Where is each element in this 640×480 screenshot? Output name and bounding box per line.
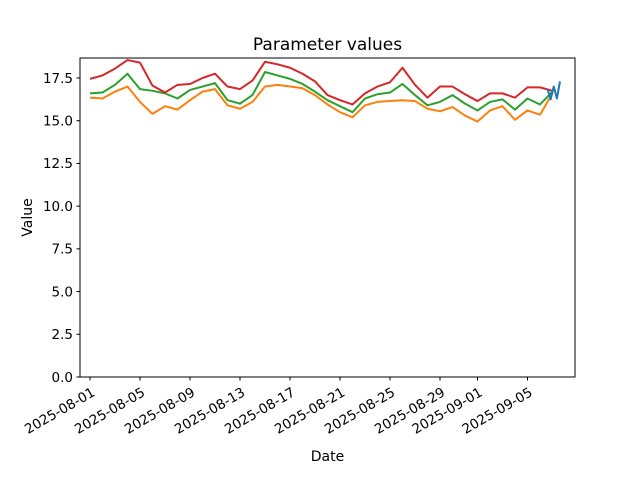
chart-title: Parameter values: [253, 35, 402, 55]
y-tick-label: 2.5: [52, 327, 73, 343]
axes-background: [80, 58, 575, 377]
axes-spines: [79, 57, 576, 378]
y-tick-label: 10.0: [43, 199, 73, 215]
data-series-lines: [89, 59, 561, 123]
y-axis-label: Value: [20, 198, 36, 236]
y-tick-label: 17.5: [43, 71, 73, 87]
y-tick-label: 7.5: [52, 242, 73, 258]
red-series-line: [89, 59, 553, 106]
y-tick-label: 12.5: [43, 156, 73, 172]
y-tick-label: 5.0: [52, 284, 73, 300]
blue-series-line: [546, 81, 561, 101]
y-tick-label: 15.0: [43, 114, 73, 130]
y-tick-label: 0.0: [52, 370, 73, 386]
x-axis-label: Date: [311, 449, 344, 465]
orange-series-line: [89, 83, 554, 123]
green-series-line: [89, 71, 554, 114]
y-axis-ticks: 0.0 2.5 5.0 7.5 10.0 12.5 15.0 17.5: [43, 71, 80, 386]
